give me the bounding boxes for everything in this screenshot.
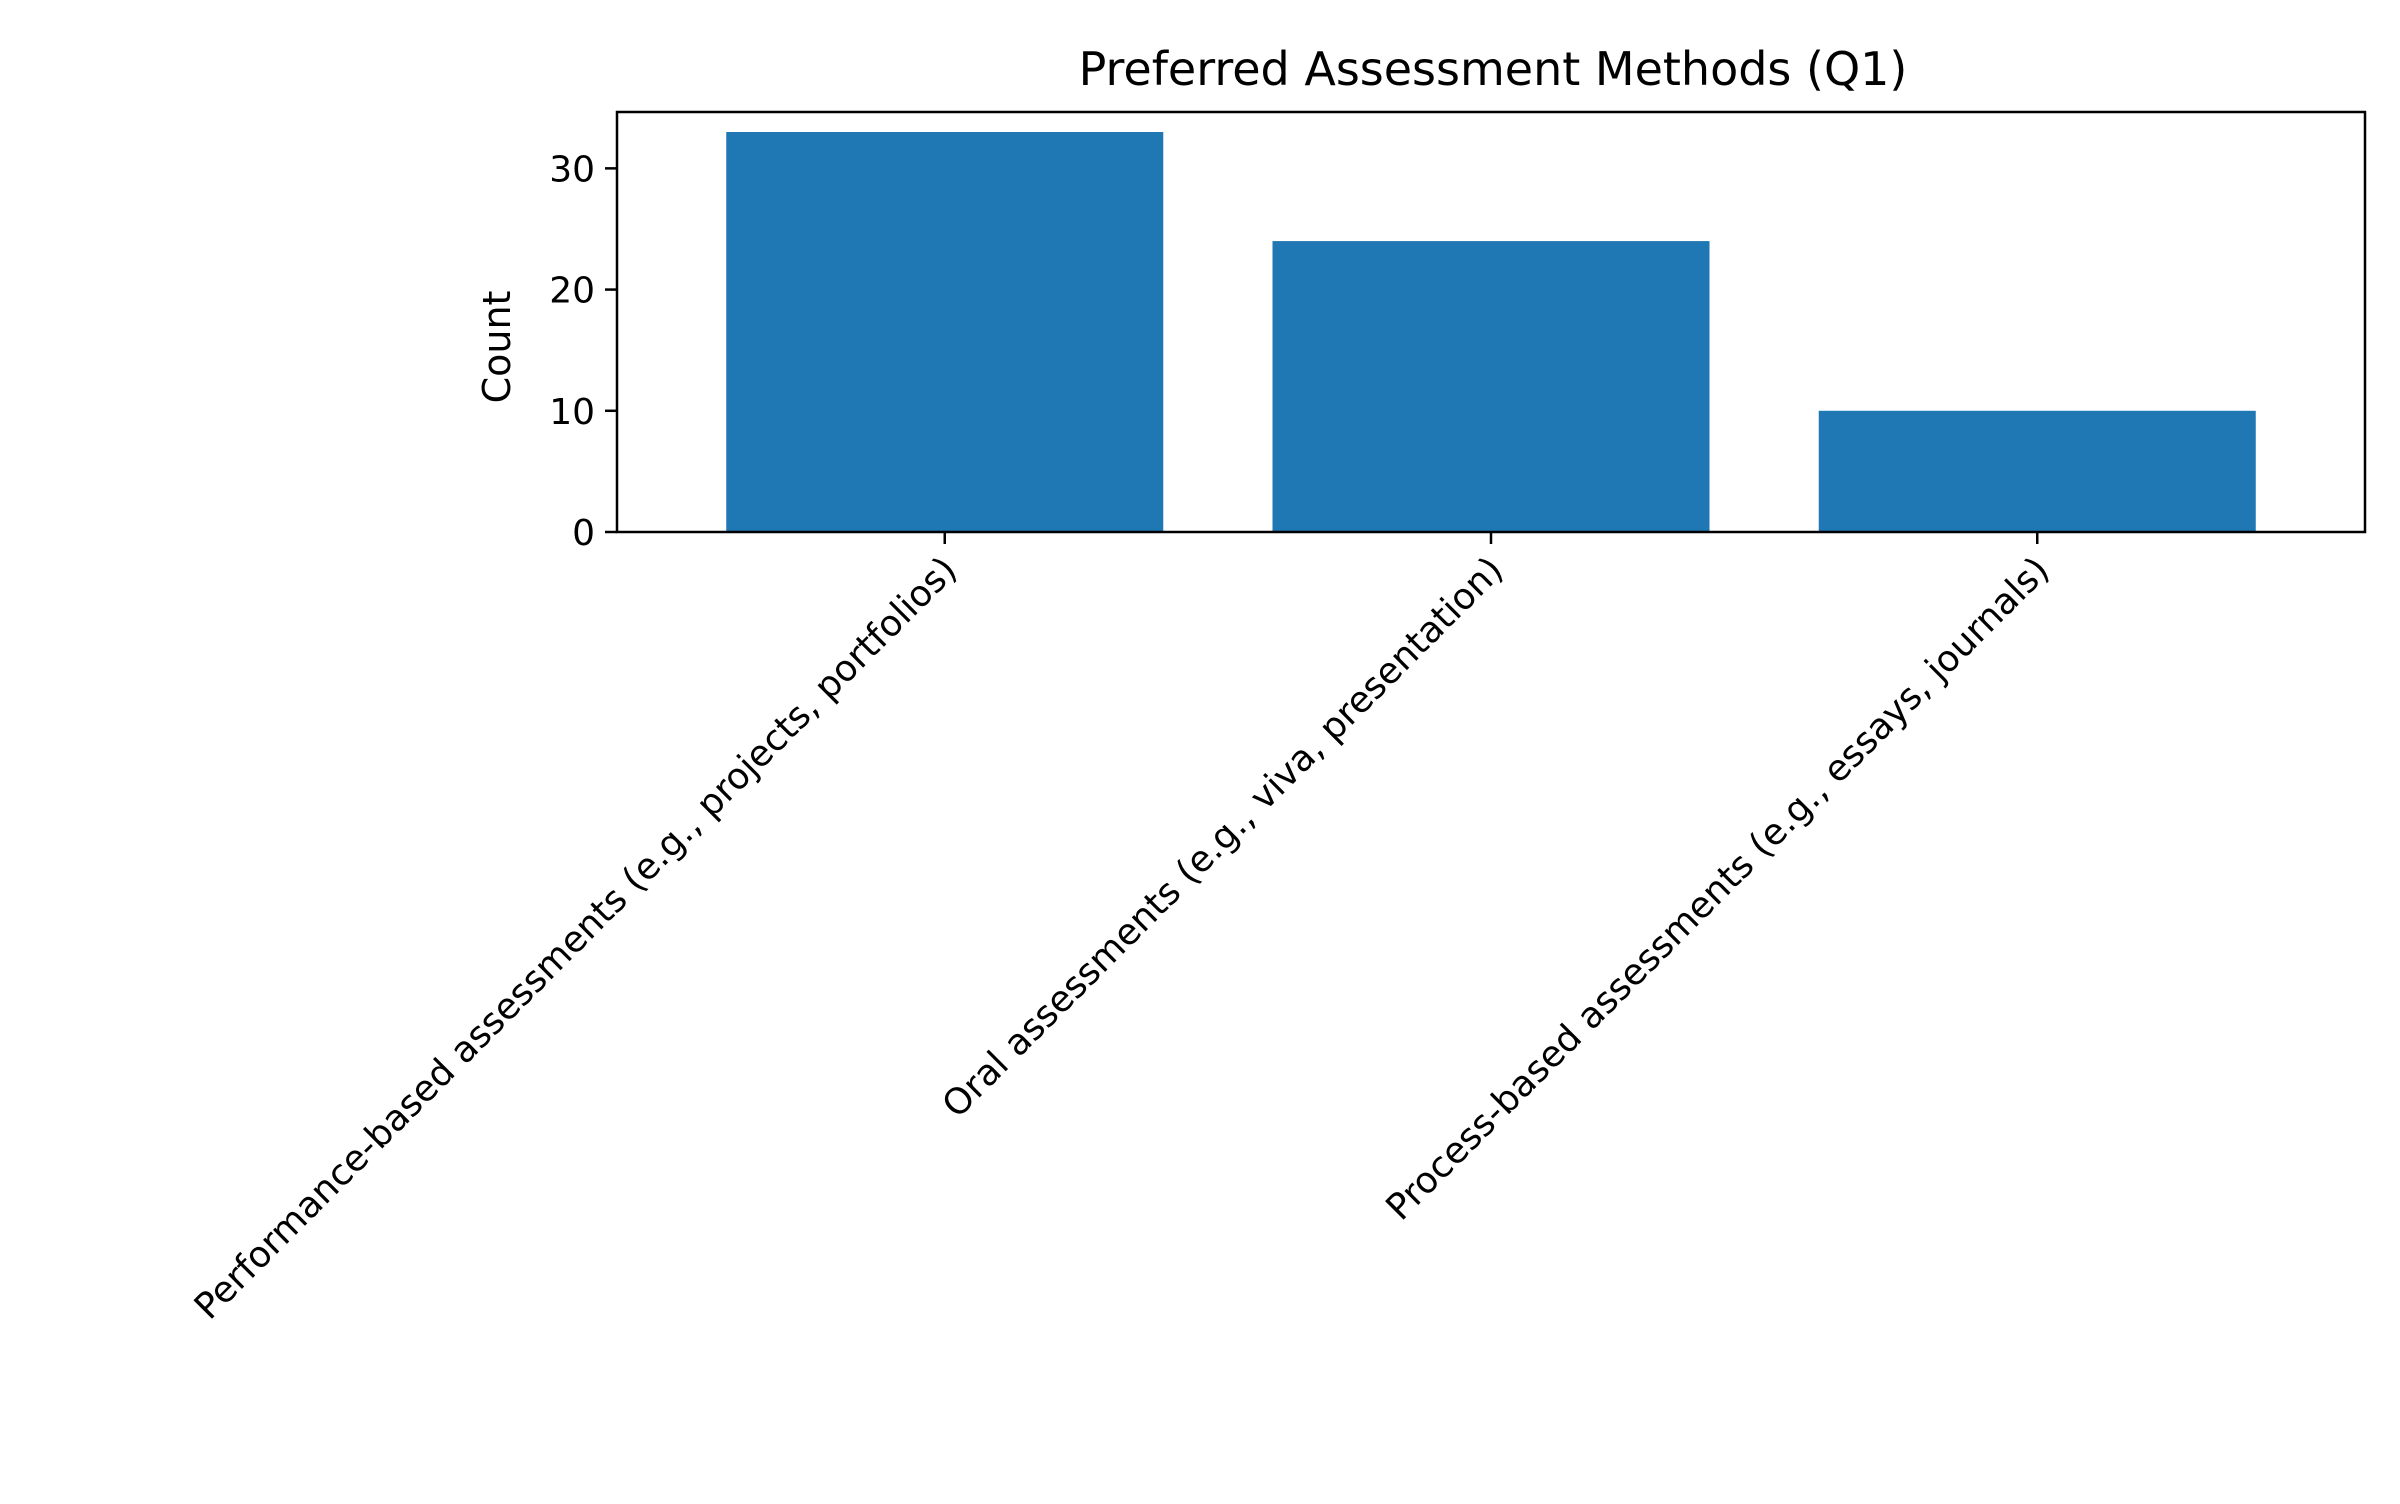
chart-title: Preferred Assessment Methods (Q1) — [1079, 42, 1908, 96]
y-tick-label-1: 10 — [549, 392, 595, 433]
x-tick-label-0: Performance-based assessments (e.g., pro… — [187, 549, 965, 1327]
x-tick-label-2: Process-based assessments (e.g., essays,… — [1378, 549, 2057, 1228]
bar-0 — [726, 132, 1164, 532]
y-tick-label-2: 20 — [549, 271, 595, 312]
y-axis: 0 10 20 30 — [549, 149, 617, 554]
y-axis-label: Count — [475, 291, 519, 404]
y-tick-label-0: 0 — [572, 513, 595, 554]
y-tick-label-3: 30 — [549, 149, 595, 190]
x-axis: Performance-based assessments (e.g., pro… — [187, 532, 2058, 1328]
x-tick-label-1: Oral assessments (e.g., viva, presentati… — [935, 549, 1512, 1126]
plot-frame — [615, 110, 2367, 534]
bars-layer — [726, 132, 2256, 532]
bar-2 — [1818, 410, 2256, 532]
bar-1 — [1272, 241, 1710, 532]
